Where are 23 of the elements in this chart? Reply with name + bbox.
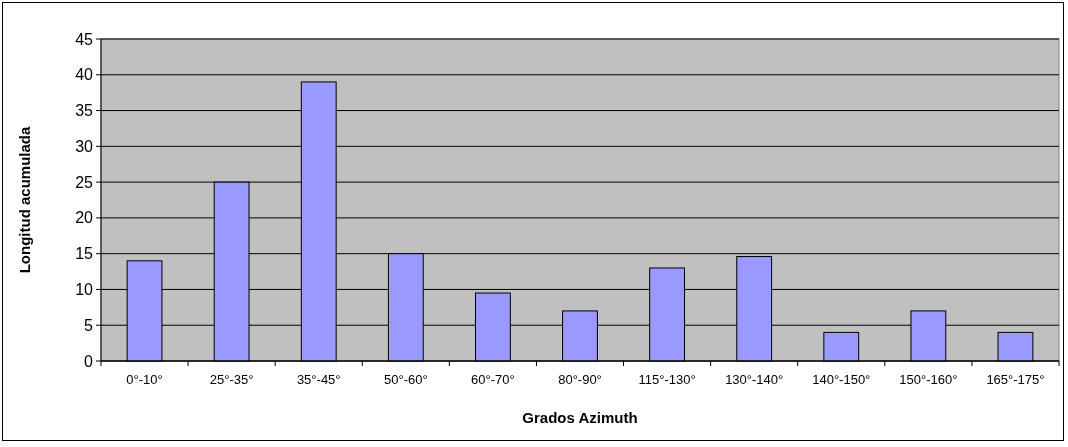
y-axis-title: Longitud acumulada [16, 126, 33, 274]
x-tick-label: 0°-10° [126, 372, 163, 387]
y-tick-label: 45 [75, 30, 94, 48]
x-tick-label: 130°-140° [725, 372, 784, 387]
y-tick-label: 0 [84, 352, 94, 370]
y-tick-label: 5 [84, 316, 94, 334]
y-tick-label: 20 [75, 209, 94, 227]
x-tick-label: 140°-150° [812, 372, 871, 387]
x-tick-label: 35°-45° [296, 372, 341, 387]
x-tick-label: 50°-60° [383, 372, 428, 387]
y-tick-label: 30 [75, 137, 94, 155]
x-tick-label: 115°-130° [638, 372, 696, 387]
x-tick-label: 150°-160° [899, 372, 958, 387]
x-tick-label: 60°-70° [471, 372, 515, 387]
x-tick-label: 25°-35° [209, 372, 254, 387]
x-tick-label: 165°-175° [986, 372, 1045, 387]
y-tick-label: 25 [75, 173, 94, 191]
y-tick-label: 10 [75, 281, 94, 299]
y-tick-label: 40 [75, 66, 94, 84]
y-tick-label: 35 [75, 102, 94, 120]
y-tick-label: 15 [75, 245, 94, 263]
x-axis-title: Grados Azimuth [522, 409, 638, 426]
x-tick-label: 80°-90° [558, 372, 602, 387]
